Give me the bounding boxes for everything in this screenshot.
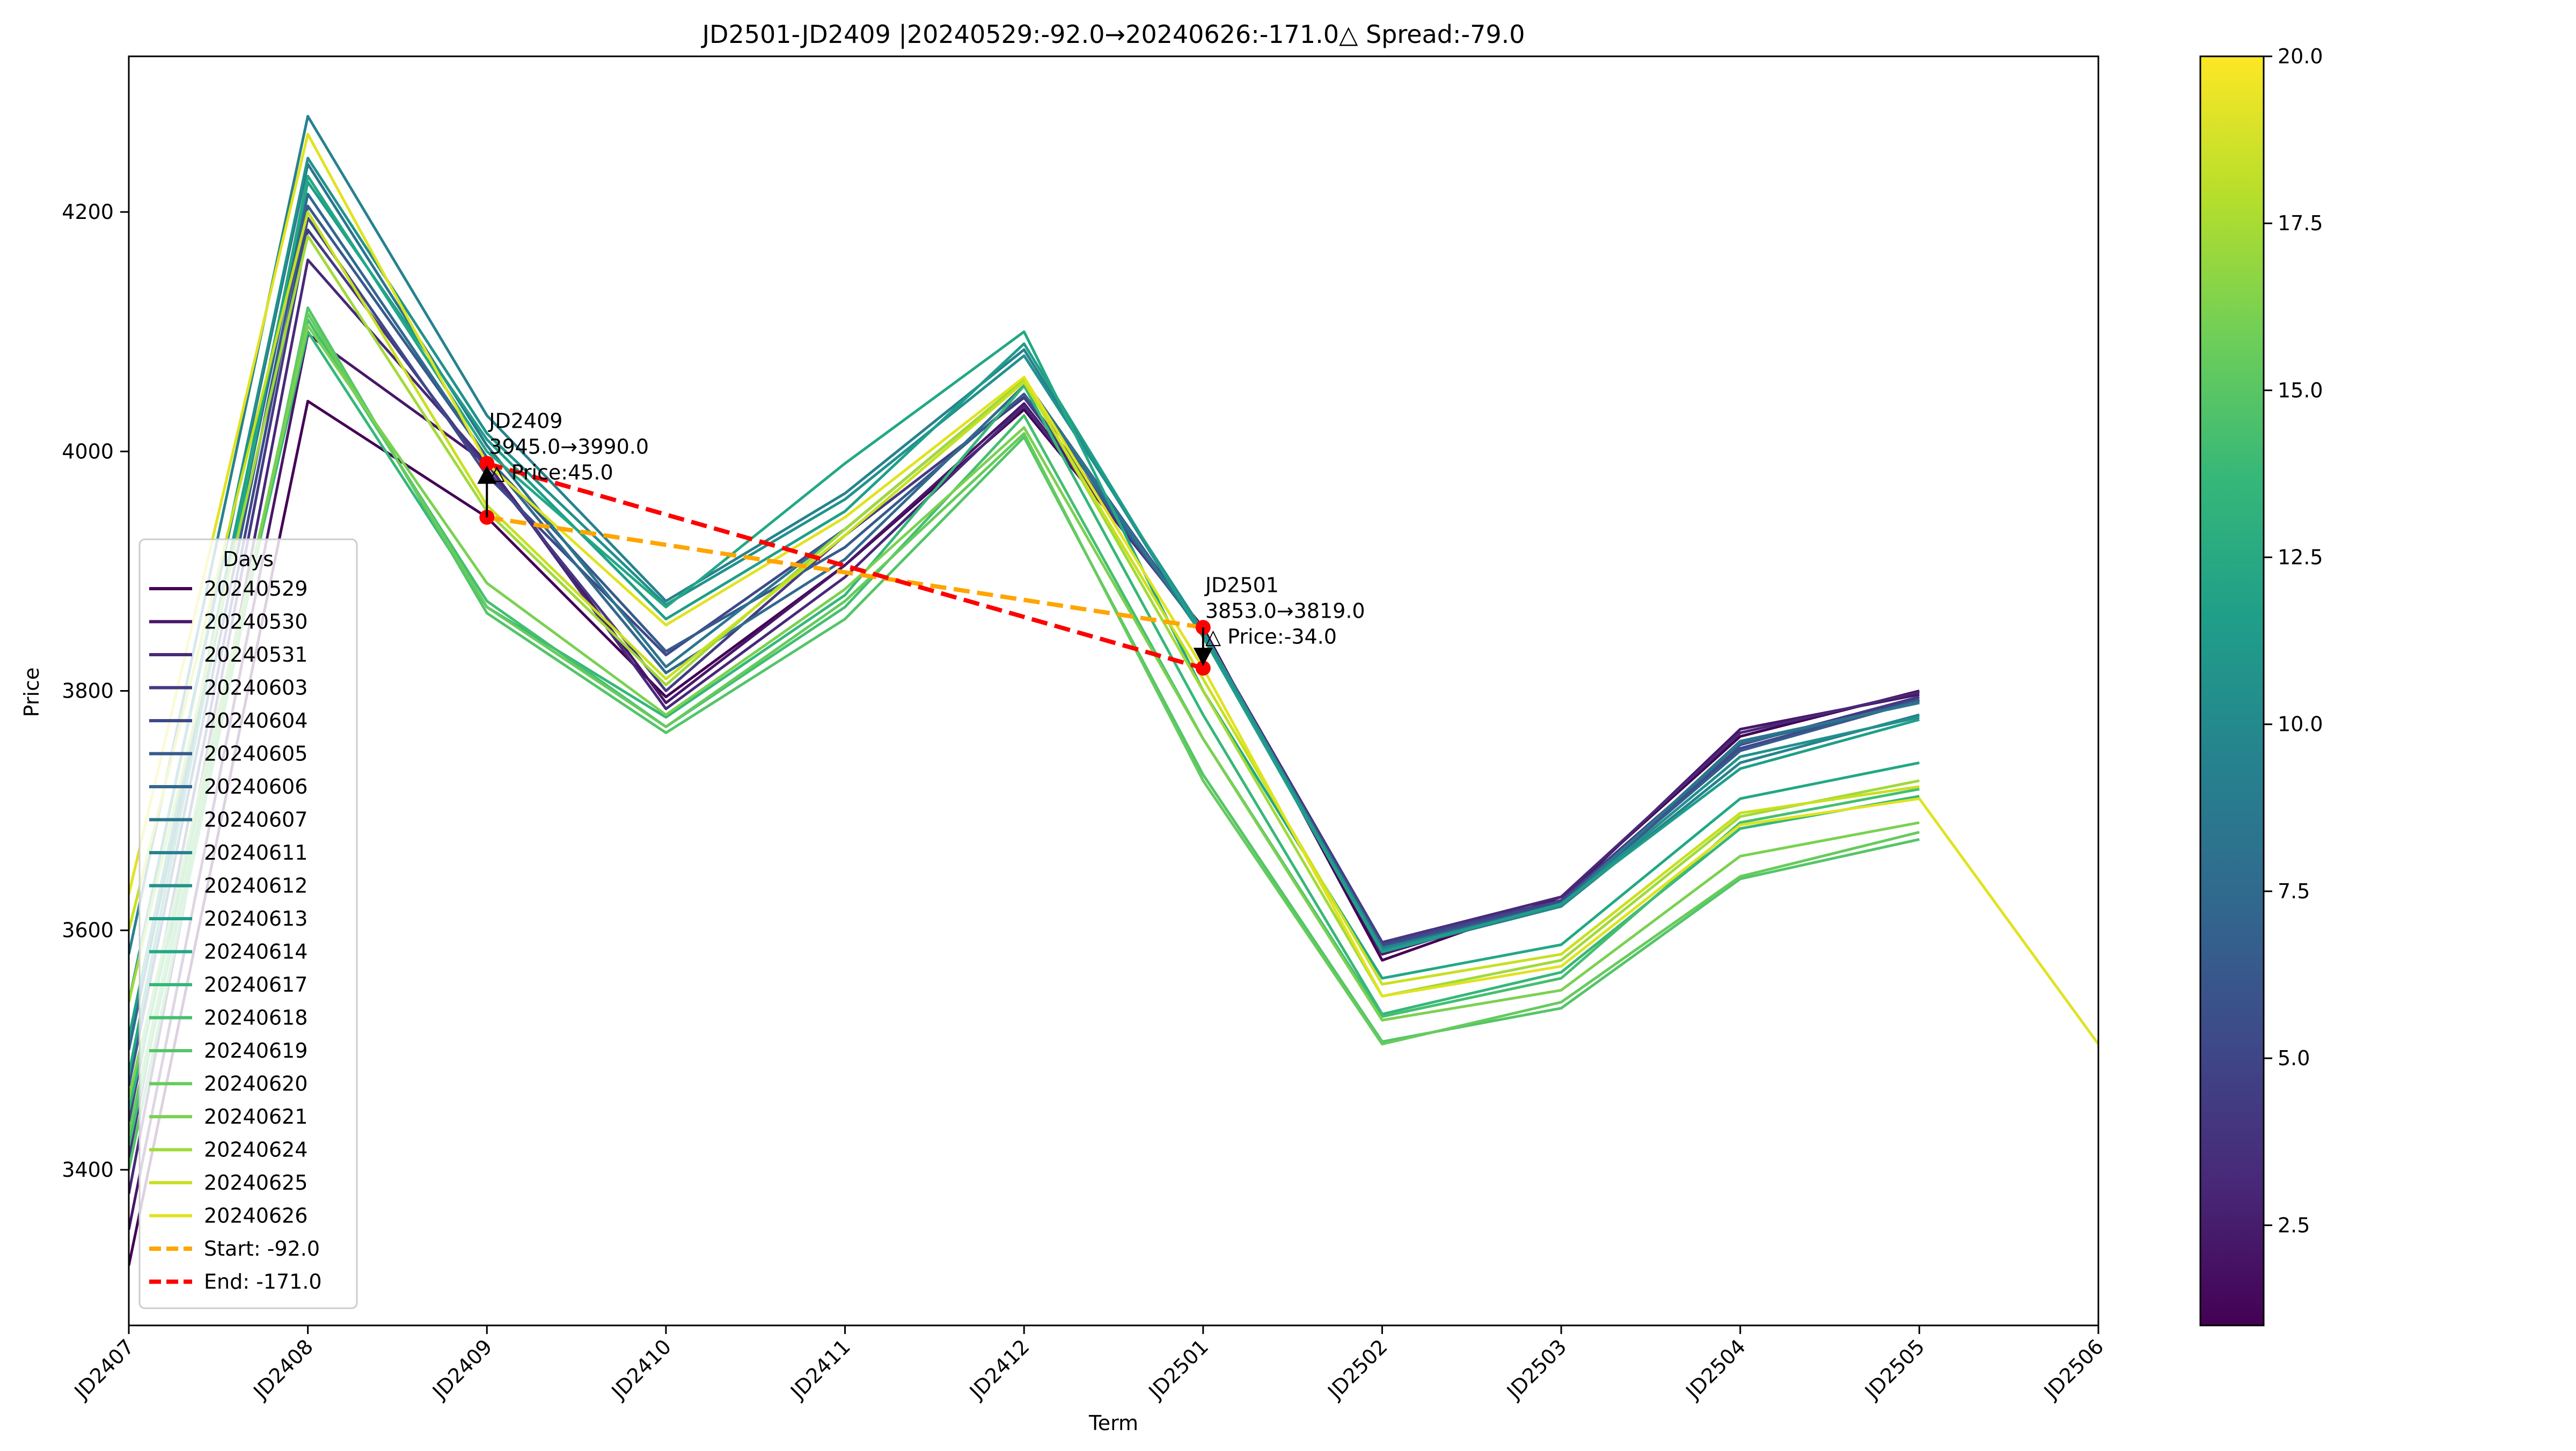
y-tick-label: 3600 [62,919,114,942]
x-tick-label: JD2503 [1502,1335,1571,1404]
y-tick-label: 4000 [62,439,114,463]
series-line-20240613 [129,180,1920,1039]
series-line-20240619 [129,306,1920,1170]
y-tick-label: 3400 [62,1158,114,1182]
colorbar: 2.5 5.0 7.5 10.0 12.5 15.0 17.5 20.0 [2199,45,2323,1327]
x-tick-label: JD2411 [785,1335,855,1404]
legend-entry: 20240613 [204,907,308,930]
colorbar-tick-label: 20.0 [2278,45,2323,68]
legend-title: Days [223,547,274,571]
series-line-20240603 [129,229,1920,1159]
x-tick-label: JD2408 [248,1335,318,1404]
legend-entry: 20240614 [204,940,308,964]
annotation-text: △ Price:-34.0 [1205,625,1337,648]
colorbar-tick-label: 15.0 [2278,378,2323,402]
colorbar-tick-label: 12.5 [2278,546,2323,569]
plot-frame [128,55,2099,1327]
spread-endpoint [479,456,495,471]
legend-entry: 20240618 [204,1006,308,1030]
colorbar-tick-label: 7.5 [2278,880,2310,903]
legend-entry: 20240606 [204,775,308,798]
legend-entry: 20240607 [204,808,308,832]
series-line-20240625 [129,210,1920,986]
series-line-20240612 [129,157,1920,1003]
x-tick-label: JD2412 [964,1335,1034,1404]
spread-line [486,515,1204,630]
legend-entry: End: -171.0 [204,1270,322,1294]
legend-entry: 20240604 [204,709,308,732]
series-line-20240614 [129,174,1920,1074]
series-line-20240607 [129,163,1920,1003]
legend: Days 20240529 20240530 20240531 20240603 2024… [138,538,358,1309]
legend-entry: 20240619 [204,1039,308,1062]
colorbar-tick-label: 10.0 [2278,713,2323,736]
legend-entry: 20240625 [204,1171,308,1194]
series-line-20240626 [129,133,2098,1045]
annotation-text: 3853.0→3819.0 [1205,599,1365,622]
annotation-text: JD2409 [488,409,562,433]
colorbar-bar [2199,55,2265,1327]
legend-entry: 20240611 [204,841,308,864]
annotation-text: △ Price:45.0 [489,461,613,485]
legend-entry: 20240620 [204,1072,308,1096]
x-axis: JD2407 JD2408 JD2409 JD2410 JD2411 JD2412 JD25… [69,1325,2109,1404]
series-line-20240618 [129,318,1920,1146]
x-tick-label: JD2407 [69,1335,139,1404]
x-tick-label: JD2505 [1860,1335,1929,1404]
annotation-text: 3945.0→3990.0 [489,435,649,459]
legend-entry: 20240605 [204,742,308,766]
x-tick-label: JD2506 [2039,1335,2109,1404]
legend-entry: 20240617 [204,973,308,996]
y-axis: 3400 3600 3800 4000 4200 [62,200,129,1182]
legend-entry: 20240624 [204,1138,308,1162]
legend-entry: Start: -92.0 [204,1237,320,1261]
legend-entry: 20240603 [204,676,308,700]
series-line-20240531 [129,258,1920,1194]
legend-entry: 20240612 [204,874,308,898]
x-tick-label: JD2504 [1681,1335,1751,1404]
colorbar-tick-label: 5.0 [2278,1046,2310,1070]
legend-entry: 20240530 [204,610,308,634]
legend-entry: 20240621 [204,1105,308,1128]
x-tick-label: JD2502 [1322,1335,1392,1404]
y-axis-label: Price [20,668,43,717]
legend-entry: 20240626 [204,1204,308,1228]
x-tick-label: JD2409 [427,1335,497,1404]
series-lines [129,115,2098,1266]
spread-endpoint [1195,661,1211,676]
annotation-arrowhead [1193,648,1213,666]
series-line-20240621 [129,324,1920,1098]
series-line-20240617 [129,330,1920,1110]
x-axis-label: Term [1088,1411,1138,1435]
y-tick-label: 3800 [62,679,114,703]
annotation-arrowhead [477,465,497,484]
x-tick-label: JD2410 [606,1335,676,1404]
legend-entry: 20240531 [204,643,308,666]
colorbar-tick-label: 17.5 [2278,211,2323,235]
colorbar-tick-label: 2.5 [2278,1213,2310,1237]
legend-entry: 20240529 [204,577,308,600]
series-line-20240605 [129,204,1920,1087]
y-tick-label: 4200 [62,200,114,224]
legend-box [138,538,358,1309]
x-tick-label: JD2501 [1144,1335,1213,1404]
series-line-20240620 [129,312,1920,1134]
spread-line [486,461,1204,670]
series-line-20240604 [129,216,1920,1123]
chart-title: JD2501-JD2409 |20240529:-92.0→20240626:-… [700,20,1525,49]
annotation-text: JD2501 [1204,573,1279,597]
